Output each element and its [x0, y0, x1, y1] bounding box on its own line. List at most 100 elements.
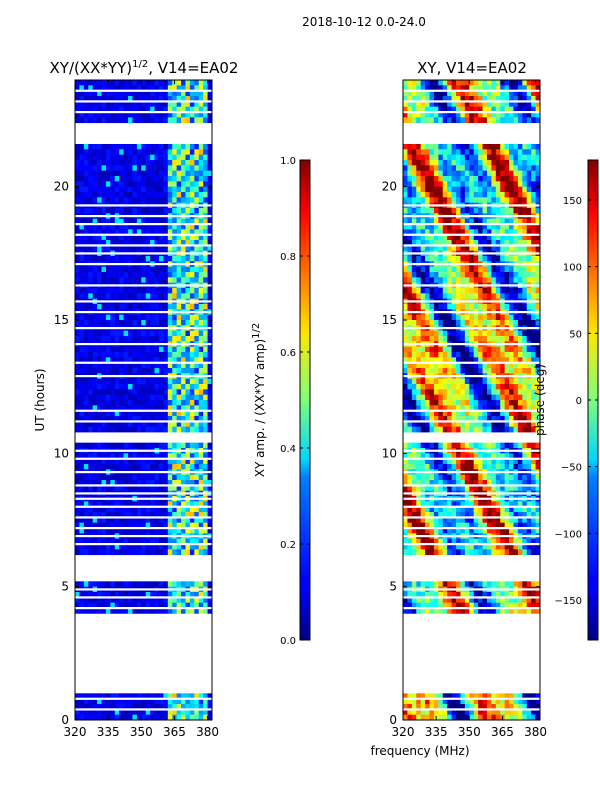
heatmap-cell [189, 330, 195, 337]
heatmap-cell [158, 464, 164, 470]
heatmap-cell [123, 208, 129, 214]
heatmap-cell [194, 272, 200, 278]
heatmap-cell [429, 160, 435, 166]
heatmap-cell [504, 256, 510, 262]
heatmap-cell [92, 170, 98, 177]
colorbar-tick-label: 0.6 [280, 348, 296, 359]
heatmap-cell [150, 538, 155, 545]
heatmap-cell [425, 80, 430, 86]
heatmap-cell [522, 330, 528, 337]
heatmap-cell [97, 528, 102, 534]
heatmap-cell [172, 480, 178, 486]
heatmap-cell [407, 368, 413, 374]
heatmap-cell [150, 170, 155, 177]
heatmap-cell [189, 464, 195, 470]
heatmap-cell [486, 90, 492, 97]
heatmap-cell [464, 245, 470, 252]
heatmap-cell [517, 224, 523, 230]
heatmap-cell [194, 112, 200, 118]
heatmap-cell [416, 245, 422, 252]
heatmap-cell [105, 458, 111, 465]
heatmap-cell [123, 528, 129, 534]
heatmap-cell [167, 266, 173, 273]
heatmap-cell [110, 538, 116, 545]
heatmap-cell [464, 405, 470, 412]
heatmap-cell [167, 549, 173, 556]
heatmap-cell [447, 330, 453, 337]
heatmap-cell [185, 485, 191, 492]
heatmap-cell [526, 170, 532, 177]
heatmap-cell [181, 240, 186, 246]
heatmap-cell [420, 400, 426, 406]
heatmap-cell [132, 224, 138, 230]
heatmap-cell [110, 240, 116, 246]
heatmap-cell [526, 234, 532, 241]
heatmap-cell [433, 400, 439, 406]
heatmap-cell [83, 410, 89, 417]
heatmap-cell [105, 512, 111, 518]
heatmap-cell [172, 544, 178, 550]
heatmap-cell [105, 597, 111, 604]
heatmap-cell [535, 245, 540, 252]
heatmap-cell [172, 549, 178, 556]
heatmap-cell [478, 218, 483, 225]
heatmap-cell [407, 96, 413, 102]
heatmap-cell [176, 378, 182, 385]
heatmap-cell [469, 176, 475, 182]
heatmap-cell [145, 442, 151, 449]
heatmap-cell [141, 336, 147, 342]
heatmap-cell [141, 709, 147, 716]
heatmap-cell [110, 506, 116, 513]
heatmap-cell [500, 192, 506, 198]
heatmap-cell [451, 389, 457, 396]
colorbar-tick-label: 0.8 [280, 252, 296, 263]
heatmap-cell [88, 234, 94, 241]
heatmap-cell [433, 320, 439, 326]
heatmap-cell [185, 442, 191, 449]
heatmap-cell [464, 416, 470, 422]
heatmap-cell [150, 544, 155, 550]
heatmap-cell [75, 394, 80, 401]
heatmap-cell [181, 352, 186, 358]
heatmap-cell [509, 256, 514, 262]
heatmap-cell [203, 154, 208, 161]
heatmap-cell [420, 416, 426, 422]
heatmap-cell [517, 272, 523, 278]
heatmap-cell [198, 528, 204, 534]
heatmap-cell [407, 218, 413, 225]
heatmap-cell [473, 218, 479, 225]
heatmap-cell [185, 144, 191, 150]
heatmap-cell [403, 266, 408, 273]
heatmap-cell [176, 709, 182, 716]
heatmap-cell [535, 410, 540, 417]
heatmap-cell [207, 714, 212, 720]
heatmap-cell [513, 96, 519, 102]
heatmap-cell [185, 80, 191, 86]
heatmap-cell [185, 608, 191, 614]
heatmap-cell [203, 549, 208, 556]
heatmap-cell [92, 256, 98, 262]
heatmap-cell [517, 160, 523, 166]
heatmap-cell [150, 330, 155, 337]
heatmap-cell [110, 549, 116, 556]
heatmap-cell [473, 442, 479, 449]
heatmap-cell [132, 277, 138, 284]
heatmap-cell [504, 96, 510, 102]
heatmap-cell [114, 256, 120, 262]
heatmap-cell [198, 410, 204, 417]
heatmap-cell [517, 245, 523, 252]
heatmap-cell [172, 304, 178, 310]
heatmap-cell [97, 256, 102, 262]
heatmap-cell [531, 416, 536, 422]
heatmap-cell [500, 416, 506, 422]
heatmap-cell [101, 197, 107, 204]
heatmap-cell [163, 144, 169, 150]
heatmap-cell [123, 442, 129, 449]
heatmap-cell [456, 405, 461, 412]
heatmap-cell [136, 389, 142, 396]
heatmap-cell [83, 154, 89, 161]
heatmap-cell [136, 314, 142, 321]
heatmap-cell [194, 693, 200, 700]
heatmap-cell [531, 112, 536, 118]
heatmap-cell [403, 149, 408, 156]
